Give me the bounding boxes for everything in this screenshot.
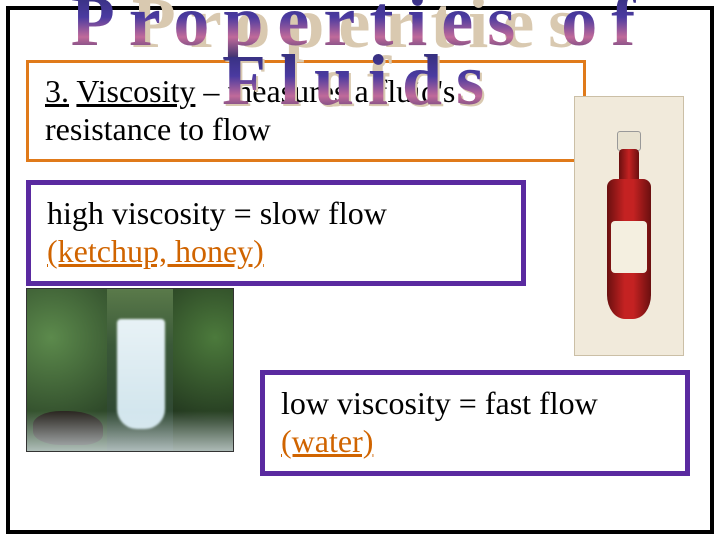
low-viscosity-box: low viscosity = fast flow (water) [260, 370, 690, 476]
slide-title: Properties of Properties of Fluids Fluid… [0, 0, 720, 110]
high-viscosity-box: high viscosity = slow flow (ketchup, hon… [26, 180, 526, 286]
ketchup-image [574, 96, 684, 356]
title-line-2: Fluids [222, 40, 498, 120]
ketchup-bottle-icon [607, 131, 651, 321]
high-statement: high viscosity = slow flow [47, 195, 505, 233]
low-examples: (water) [281, 423, 669, 461]
high-examples: (ketchup, honey) [47, 233, 505, 271]
low-statement: low viscosity = fast flow [281, 385, 669, 423]
waterfall-image [26, 288, 234, 452]
